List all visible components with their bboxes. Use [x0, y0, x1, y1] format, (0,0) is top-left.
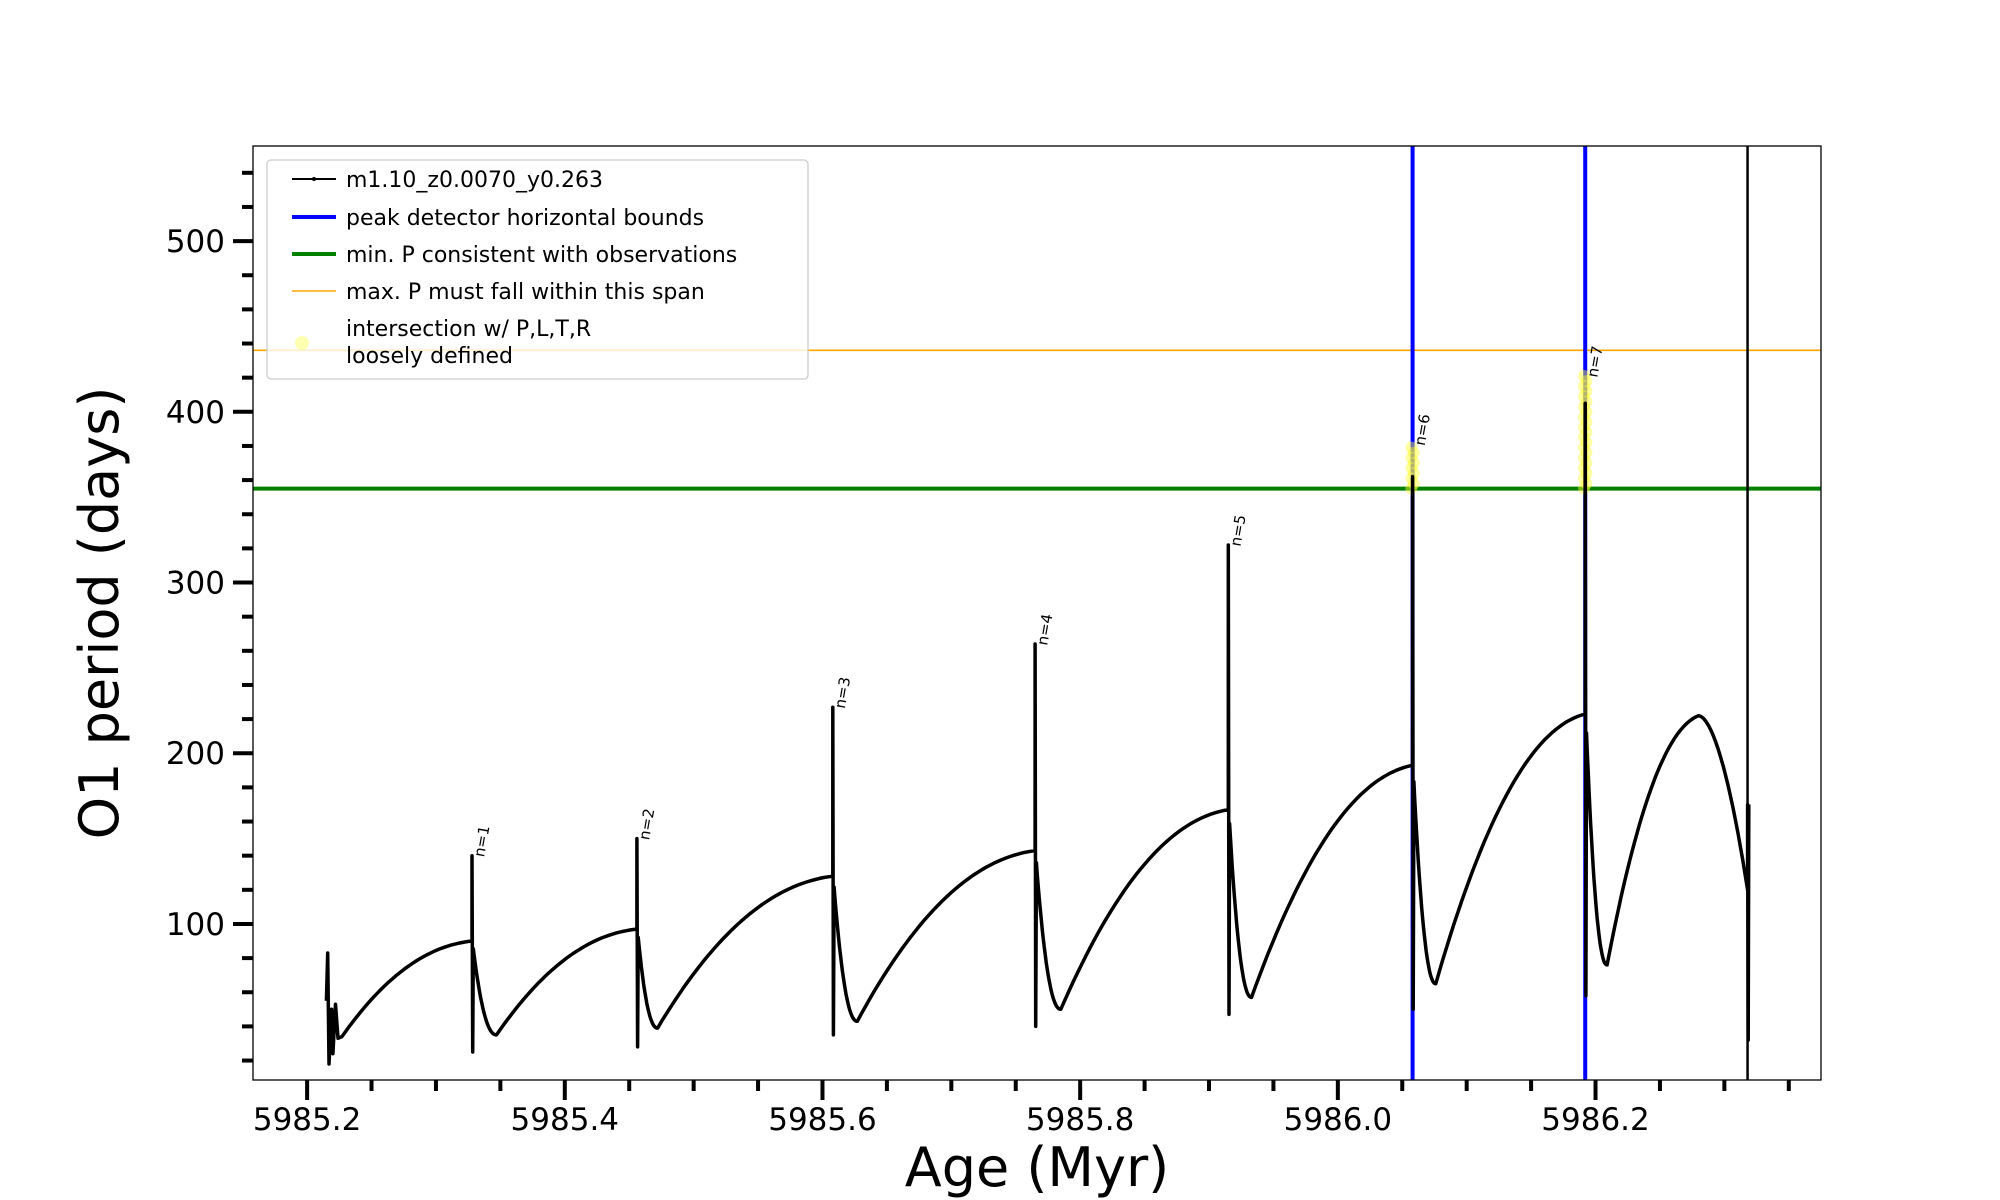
legend-label-series: m1.10_z0.0070_y0.263 — [346, 168, 603, 193]
y-tick-label: 100 — [166, 907, 225, 943]
legend-label-peak-bounds: peak detector horizontal bounds — [346, 206, 704, 231]
intersection-marker — [1578, 380, 1591, 393]
intersection-marker — [1405, 451, 1418, 464]
plot-frame — [252, 145, 1822, 1081]
legend-swatch-intersection — [295, 336, 309, 350]
intersection-marker — [1580, 375, 1593, 388]
intersection-marker — [1580, 385, 1593, 398]
legend-label-intersection-line2: loosely defined — [346, 344, 513, 369]
intersection-marker — [1580, 395, 1593, 408]
intersection-marker — [1578, 390, 1591, 403]
cycle-annotation: n=1 — [470, 824, 493, 858]
series-line-m1.10 — [324, 401, 1751, 1066]
intersection-marker — [1407, 467, 1420, 480]
cycle-annotation: n=7 — [1583, 344, 1606, 378]
x-tick-label: 5986.0 — [1284, 1102, 1392, 1138]
cycle-annotation: n=2 — [635, 807, 658, 841]
legend-label-min-period: min. P consistent with observations — [346, 243, 737, 268]
x-tick-label: 5985.2 — [253, 1102, 361, 1138]
legend-swatch-series-marker — [312, 177, 316, 181]
x-axis-label: Age (Myr) — [905, 1136, 1170, 1199]
legend-box — [266, 159, 809, 380]
intersection-marker — [1405, 441, 1418, 454]
intersection-marker — [1407, 446, 1420, 459]
cycle-annotation: n=4 — [1033, 612, 1056, 646]
x-tick-label: 5985.6 — [768, 1102, 876, 1138]
legend-label-max-period: max. P must fall within this span — [346, 280, 705, 305]
intersection-marker — [1405, 462, 1418, 475]
y-tick-label: 500 — [166, 224, 225, 260]
x-tick-label: 5985.8 — [1026, 1102, 1134, 1138]
legend-label-intersection-line1: intersection w/ P,L,T,R — [346, 317, 591, 342]
x-tick-label: 5986.2 — [1541, 1102, 1649, 1138]
y-tick-label: 200 — [166, 736, 225, 772]
intersection-marker — [1578, 369, 1591, 382]
y-tick-label: 300 — [166, 566, 225, 602]
x-tick-label: 5985.4 — [511, 1102, 619, 1138]
cycle-annotation: n=3 — [831, 676, 854, 710]
y-tick-label: 400 — [166, 395, 225, 431]
intersection-marker — [1407, 457, 1420, 470]
cycle-annotation: n=6 — [1411, 413, 1434, 447]
y-axis-label: O1 period (days) — [68, 387, 131, 840]
legend: m1.10_z0.0070_y0.263 peak detector horiz… — [266, 159, 809, 380]
cycle-annotation: n=5 — [1227, 513, 1250, 547]
